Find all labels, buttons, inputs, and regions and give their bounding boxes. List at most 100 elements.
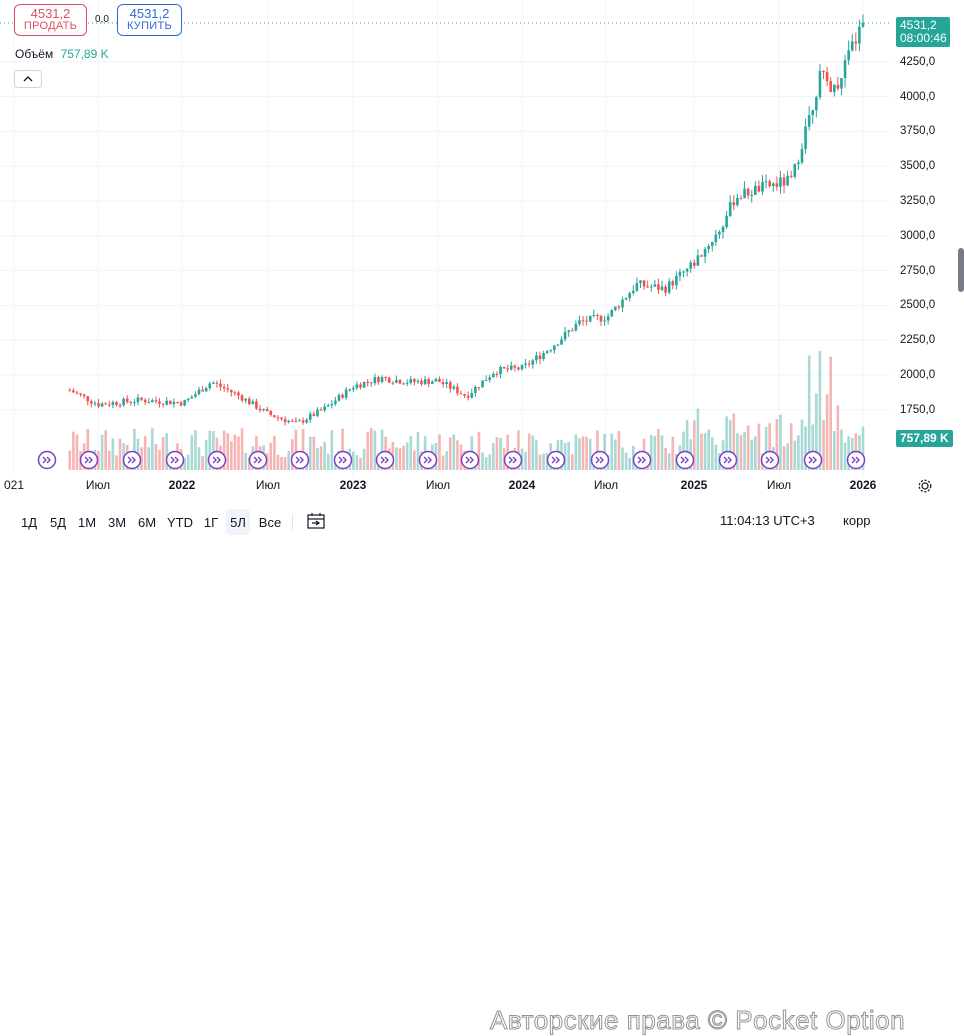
- candle-body: [732, 202, 736, 206]
- candle-body: [603, 320, 606, 322]
- volume-bar: [506, 434, 509, 470]
- candle-body: [222, 386, 226, 389]
- price-tick-label: 2500,0: [900, 299, 936, 312]
- event-marker-icon: [846, 450, 866, 470]
- event-marker-icon: [503, 450, 523, 470]
- volume-bar: [517, 430, 520, 470]
- timeframe-3[interactable]: 3М: [107, 514, 127, 530]
- volume-bar: [527, 433, 531, 470]
- timeframe-0[interactable]: 1Д: [20, 514, 38, 530]
- volume-bar: [531, 435, 535, 470]
- volume-bar: [151, 428, 154, 470]
- volume-bar: [294, 429, 298, 470]
- candle-body: [104, 403, 107, 405]
- candle-body: [86, 396, 90, 402]
- price-axis[interactable]: 4250,0 4000,0 3750,0 3500,0 3250,0 3000,0 2750…: [890, 0, 964, 496]
- candle-body: [201, 389, 204, 392]
- candle-body: [728, 202, 732, 217]
- timeframe-2[interactable]: 1М: [77, 514, 97, 530]
- volume-bar: [222, 430, 226, 470]
- candle-body: [596, 315, 599, 317]
- candle-body: [646, 286, 649, 288]
- timeframe-6[interactable]: 1Г: [203, 514, 219, 530]
- timeframe-5[interactable]: YTD: [167, 514, 193, 530]
- volume-bar: [369, 428, 373, 470]
- time-tick-label: Июл: [425, 478, 451, 492]
- candle-body: [800, 148, 804, 163]
- candle-body: [617, 306, 621, 308]
- candle-body: [754, 185, 757, 195]
- volume-bar: [280, 457, 283, 470]
- candle-body: [463, 394, 466, 396]
- volume-bar: [617, 430, 621, 470]
- volume-bar: [710, 437, 714, 470]
- event-marker-glyph: [765, 456, 774, 464]
- volume-bar: [682, 431, 685, 470]
- volume-bar: [488, 454, 492, 470]
- event-marker-glyph: [42, 456, 51, 464]
- event-marker-icon: [290, 450, 310, 470]
- time-tick-label: Июл: [85, 478, 111, 492]
- timeframe-1[interactable]: 5Д: [49, 514, 67, 530]
- clock[interactable]: 11:04:13 UTC+3: [720, 513, 815, 528]
- gear-icon[interactable]: [918, 479, 932, 493]
- buy-button[interactable]: 4531,2 КУПИТЬ: [117, 4, 182, 36]
- candle-body: [197, 389, 201, 395]
- volume-bar: [190, 435, 194, 470]
- volume-bar: [807, 355, 811, 470]
- candle-body: [721, 226, 725, 232]
- candle-body: [161, 403, 165, 405]
- volume-legend[interactable]: Объём 757,89 K: [15, 47, 109, 61]
- volume-bar: [398, 448, 402, 470]
- candle-body: [764, 181, 768, 183]
- volume-bar: [459, 444, 463, 470]
- volume-bar: [395, 447, 398, 470]
- chevron-up-icon[interactable]: [14, 70, 42, 88]
- volume-bar: [746, 425, 750, 470]
- volume-bar: [847, 436, 850, 470]
- volume-bar: [115, 455, 118, 470]
- timeframe-7[interactable]: 5Л: [226, 509, 250, 535]
- candle-body: [495, 373, 499, 375]
- candle-body: [527, 363, 531, 365]
- sell-button[interactable]: 4531,2 ПРОДАТЬ: [14, 4, 87, 36]
- candle-body: [718, 231, 721, 235]
- candle-body: [115, 402, 118, 405]
- candle-body: [560, 339, 563, 345]
- volume-bar: [800, 419, 804, 470]
- event-marker-icon: [122, 450, 142, 470]
- volume-bar: [373, 430, 377, 470]
- timeframe-8[interactable]: Все: [258, 514, 282, 530]
- candle-body: [675, 275, 678, 286]
- candle-body: [133, 402, 136, 404]
- date-range-icon[interactable]: [305, 510, 327, 532]
- candle-body: [556, 344, 560, 346]
- candle-body: [804, 126, 807, 149]
- volume-bar: [301, 429, 305, 470]
- volume-bar: [100, 434, 104, 470]
- volume-bar: [276, 454, 280, 470]
- candle-body: [384, 377, 387, 379]
- volume-bar: [563, 442, 567, 470]
- candle-body: [255, 401, 258, 409]
- candle-body: [624, 298, 628, 300]
- volume-bar: [244, 452, 247, 470]
- volume-bar: [366, 431, 369, 470]
- candle-body: [434, 379, 438, 382]
- candle-body: [843, 60, 847, 79]
- scrollbar-handle[interactable]: [958, 248, 964, 292]
- event-marker-glyph: [423, 456, 432, 464]
- time-axis[interactable]: 021 Июл 2022 Июл 2023 Июл 2024 Июл 2025 Июл 2026: [0, 476, 890, 496]
- candle-body: [771, 183, 775, 187]
- timeframe-4[interactable]: 6М: [137, 514, 157, 530]
- candle-body: [506, 368, 509, 370]
- event-marker-glyph: [637, 456, 646, 464]
- event-marker-glyph: [680, 456, 689, 464]
- volume-bar: [797, 435, 800, 470]
- candle-body: [291, 420, 294, 422]
- candle-body: [72, 390, 75, 393]
- candle-body: [445, 382, 448, 384]
- correction-toggle[interactable]: корр: [843, 513, 871, 528]
- price-chart[interactable]: [0, 0, 890, 476]
- candle-body: [362, 382, 366, 388]
